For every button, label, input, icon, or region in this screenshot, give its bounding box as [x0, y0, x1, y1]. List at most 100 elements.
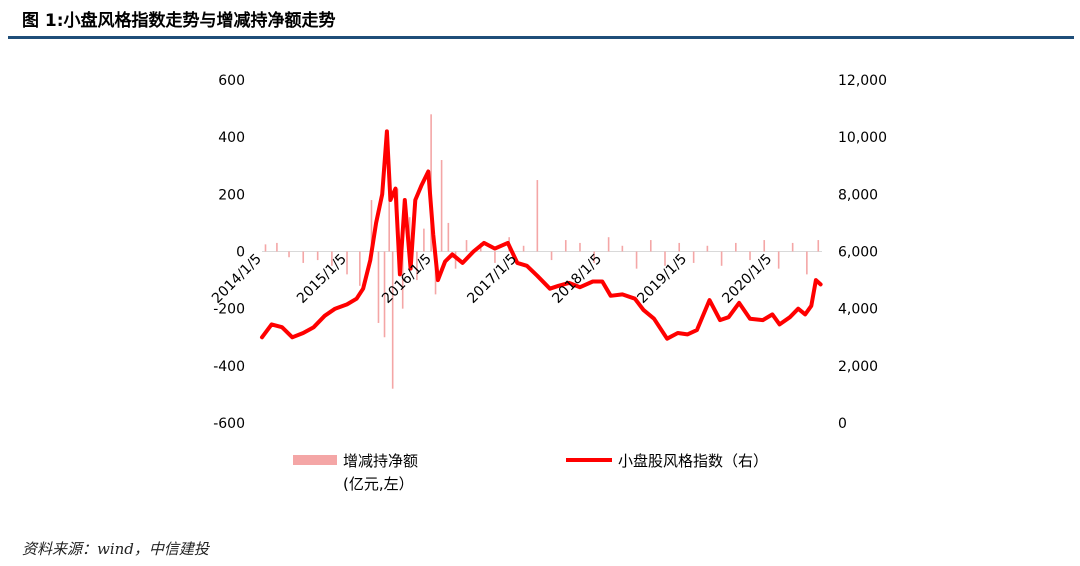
net-change-bar — [302, 251, 305, 263]
x-tick-label: 2019/1/5 — [634, 251, 690, 307]
small-cap-index-point — [483, 242, 485, 244]
small-cap-index-point — [507, 242, 509, 244]
right-tick-label: 10,000 — [838, 130, 887, 146]
right-tick-label: 12,000 — [838, 73, 887, 89]
line-series — [260, 129, 823, 341]
small-cap-index-point — [804, 313, 806, 315]
small-cap-index-point — [444, 261, 446, 263]
small-cap-index-point — [643, 309, 645, 311]
left-tick-label: 400 — [218, 130, 245, 146]
net-change-bar — [383, 251, 386, 338]
net-change-bar — [359, 251, 361, 286]
net-change-bar — [401, 251, 404, 309]
small-cap-index-point — [558, 285, 560, 287]
small-cap-index-point — [271, 323, 273, 325]
left-axis-ticks: 600 400 200 0 -200 -400 -600 — [213, 73, 245, 432]
net-change-bar — [720, 251, 723, 266]
small-cap-index-point — [462, 262, 464, 264]
small-cap-index-point — [386, 130, 388, 132]
net-change-bar — [370, 200, 373, 252]
left-tick-label: -200 — [213, 302, 245, 318]
net-change-bar — [593, 251, 595, 263]
small-cap-index-point — [399, 273, 401, 275]
chart: 600 400 200 0 -200 -400 -600 12,000 10,000 8,000… — [209, 73, 887, 493]
small-cap-index-point — [592, 281, 594, 283]
net-change-bar — [346, 251, 348, 275]
net-change-bar — [763, 240, 766, 252]
right-tick-label: 0 — [838, 416, 847, 432]
small-cap-index-line — [260, 129, 823, 341]
small-cap-index-point — [666, 338, 668, 340]
small-cap-index-point — [281, 326, 283, 328]
legend-line-label: 小盘股风格指数（右） — [618, 452, 768, 470]
net-change-bar — [777, 251, 780, 269]
x-tick-label: 2017/1/5 — [464, 251, 520, 307]
left-tick-label: -400 — [213, 359, 245, 375]
small-cap-index-point — [749, 318, 751, 320]
net-change-bar — [494, 251, 496, 263]
net-change-bar — [416, 251, 418, 281]
small-cap-index-point — [686, 333, 688, 335]
small-cap-index-point — [427, 170, 429, 172]
net-change-bar — [817, 240, 820, 252]
net-change-bar — [806, 251, 808, 275]
net-change-bar — [522, 245, 525, 252]
net-change-bar — [454, 251, 457, 269]
left-tick-label: 600 — [218, 73, 245, 89]
net-change-bar — [735, 242, 737, 252]
net-change-bar — [423, 228, 425, 252]
small-cap-index-point — [324, 315, 326, 317]
net-change-bar — [564, 240, 567, 252]
small-cap-index-point — [516, 262, 518, 264]
right-tick-label: 8,000 — [838, 187, 878, 203]
small-cap-index-point — [797, 308, 799, 310]
small-cap-index-point — [369, 259, 371, 261]
small-cap-index-point — [621, 293, 623, 295]
small-cap-index-point — [451, 253, 453, 255]
small-cap-index-point — [410, 268, 412, 270]
small-cap-index-point — [420, 185, 422, 187]
small-cap-index-point — [261, 336, 263, 338]
net-change-bar — [316, 251, 319, 261]
net-change-bar — [288, 251, 290, 258]
small-cap-index-point — [549, 288, 551, 290]
small-cap-index-point — [653, 318, 655, 320]
small-cap-index-point — [394, 188, 396, 190]
net-change-bar — [377, 251, 380, 323]
small-cap-index-point — [494, 248, 496, 250]
small-cap-index-point — [356, 298, 358, 300]
title-divider — [8, 36, 1074, 39]
net-change-bar — [465, 240, 468, 252]
small-cap-index-point — [728, 316, 730, 318]
right-tick-label: 2,000 — [838, 359, 878, 375]
net-change-bar — [264, 244, 267, 252]
left-tick-label: -600 — [213, 416, 245, 432]
small-cap-index-point — [634, 298, 636, 300]
legend-bar-label-unit: (亿元,左） — [343, 475, 414, 493]
small-cap-index-point — [302, 332, 304, 334]
small-cap-index-point — [719, 319, 721, 321]
small-cap-index-point — [362, 288, 364, 290]
right-axis-ticks: 12,000 10,000 8,000 6,000 4,000 2,000 0 — [838, 73, 887, 432]
small-cap-index-point — [473, 251, 475, 252]
small-cap-index-point — [291, 336, 293, 338]
small-cap-index-point — [526, 265, 528, 267]
small-cap-index-point — [779, 323, 781, 325]
small-cap-index-point — [610, 295, 612, 297]
figure-title: 图 1:小盘风格指数走势与增减持净额走势 — [22, 11, 336, 31]
net-change-bar — [440, 160, 443, 252]
net-change-bar — [447, 222, 450, 252]
small-cap-index-point — [579, 286, 581, 288]
net-change-bar — [749, 251, 751, 261]
small-cap-index-point — [536, 275, 538, 277]
small-cap-index-point — [334, 308, 336, 310]
net-change-bar — [536, 180, 539, 252]
net-change-bar — [607, 237, 610, 252]
small-cap-index-point — [696, 329, 698, 331]
net-change-bar — [678, 242, 681, 252]
small-cap-index-point — [568, 282, 570, 284]
small-cap-index-point — [404, 199, 406, 201]
net-change-bar — [692, 251, 695, 263]
right-tick-label: 6,000 — [838, 245, 878, 261]
small-cap-index-point — [437, 279, 439, 281]
